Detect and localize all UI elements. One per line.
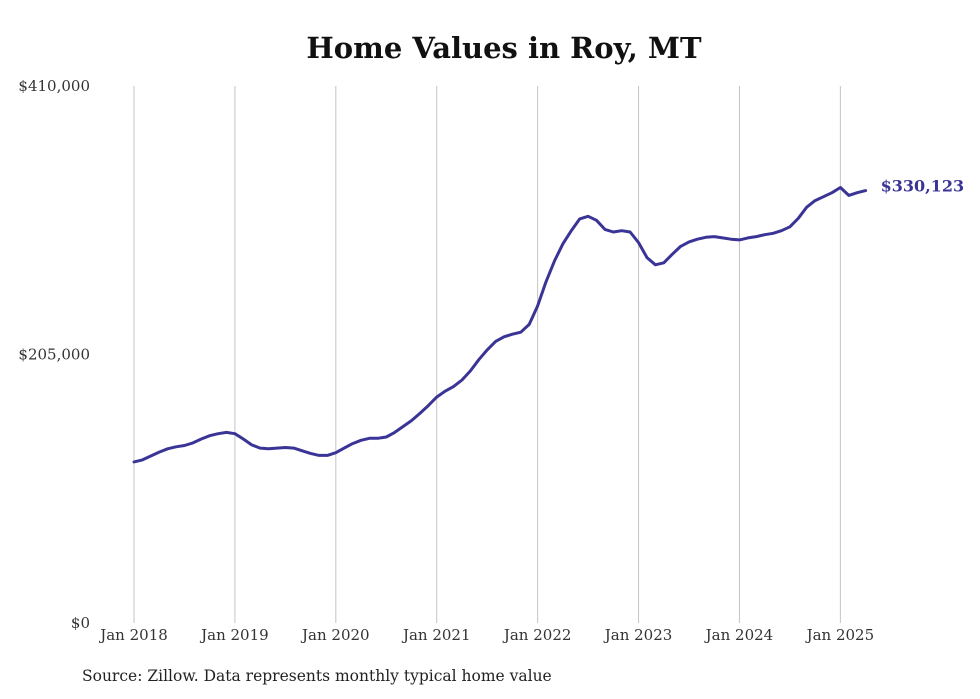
line-chart: Home Values in Roy, MT $0 $205,000 $410,00… [18, 31, 965, 644]
y-tick-label: $410,000 [18, 77, 90, 95]
end-value-label: $330,123 [881, 177, 965, 196]
x-tick-label: Jan 2021 [401, 626, 471, 644]
x-axis-ticks: Jan 2018 Jan 2019 Jan 2020 Jan 2021 Jan 2022… [98, 626, 874, 644]
x-tick-label: Jan 2025 [805, 626, 875, 644]
x-tick-label: Jan 2022 [502, 626, 572, 644]
y-tick-label: $205,000 [18, 346, 90, 364]
y-axis-ticks: $0 $205,000 $410,000 [18, 77, 90, 632]
x-tick-label: Jan 2024 [704, 626, 774, 644]
gridlines [133, 86, 841, 623]
x-tick-label: Jan 2020 [300, 626, 370, 644]
x-tick-label: Jan 2023 [603, 626, 673, 644]
source-note: Source: Zillow. Data represents monthly … [82, 667, 552, 685]
x-tick-label: Jan 2019 [199, 626, 269, 644]
x-tick-label: Jan 2018 [98, 626, 168, 644]
y-tick-label: $0 [71, 614, 90, 632]
home-value-line [132, 186, 868, 464]
chart-title: Home Values in Roy, MT [306, 31, 702, 65]
